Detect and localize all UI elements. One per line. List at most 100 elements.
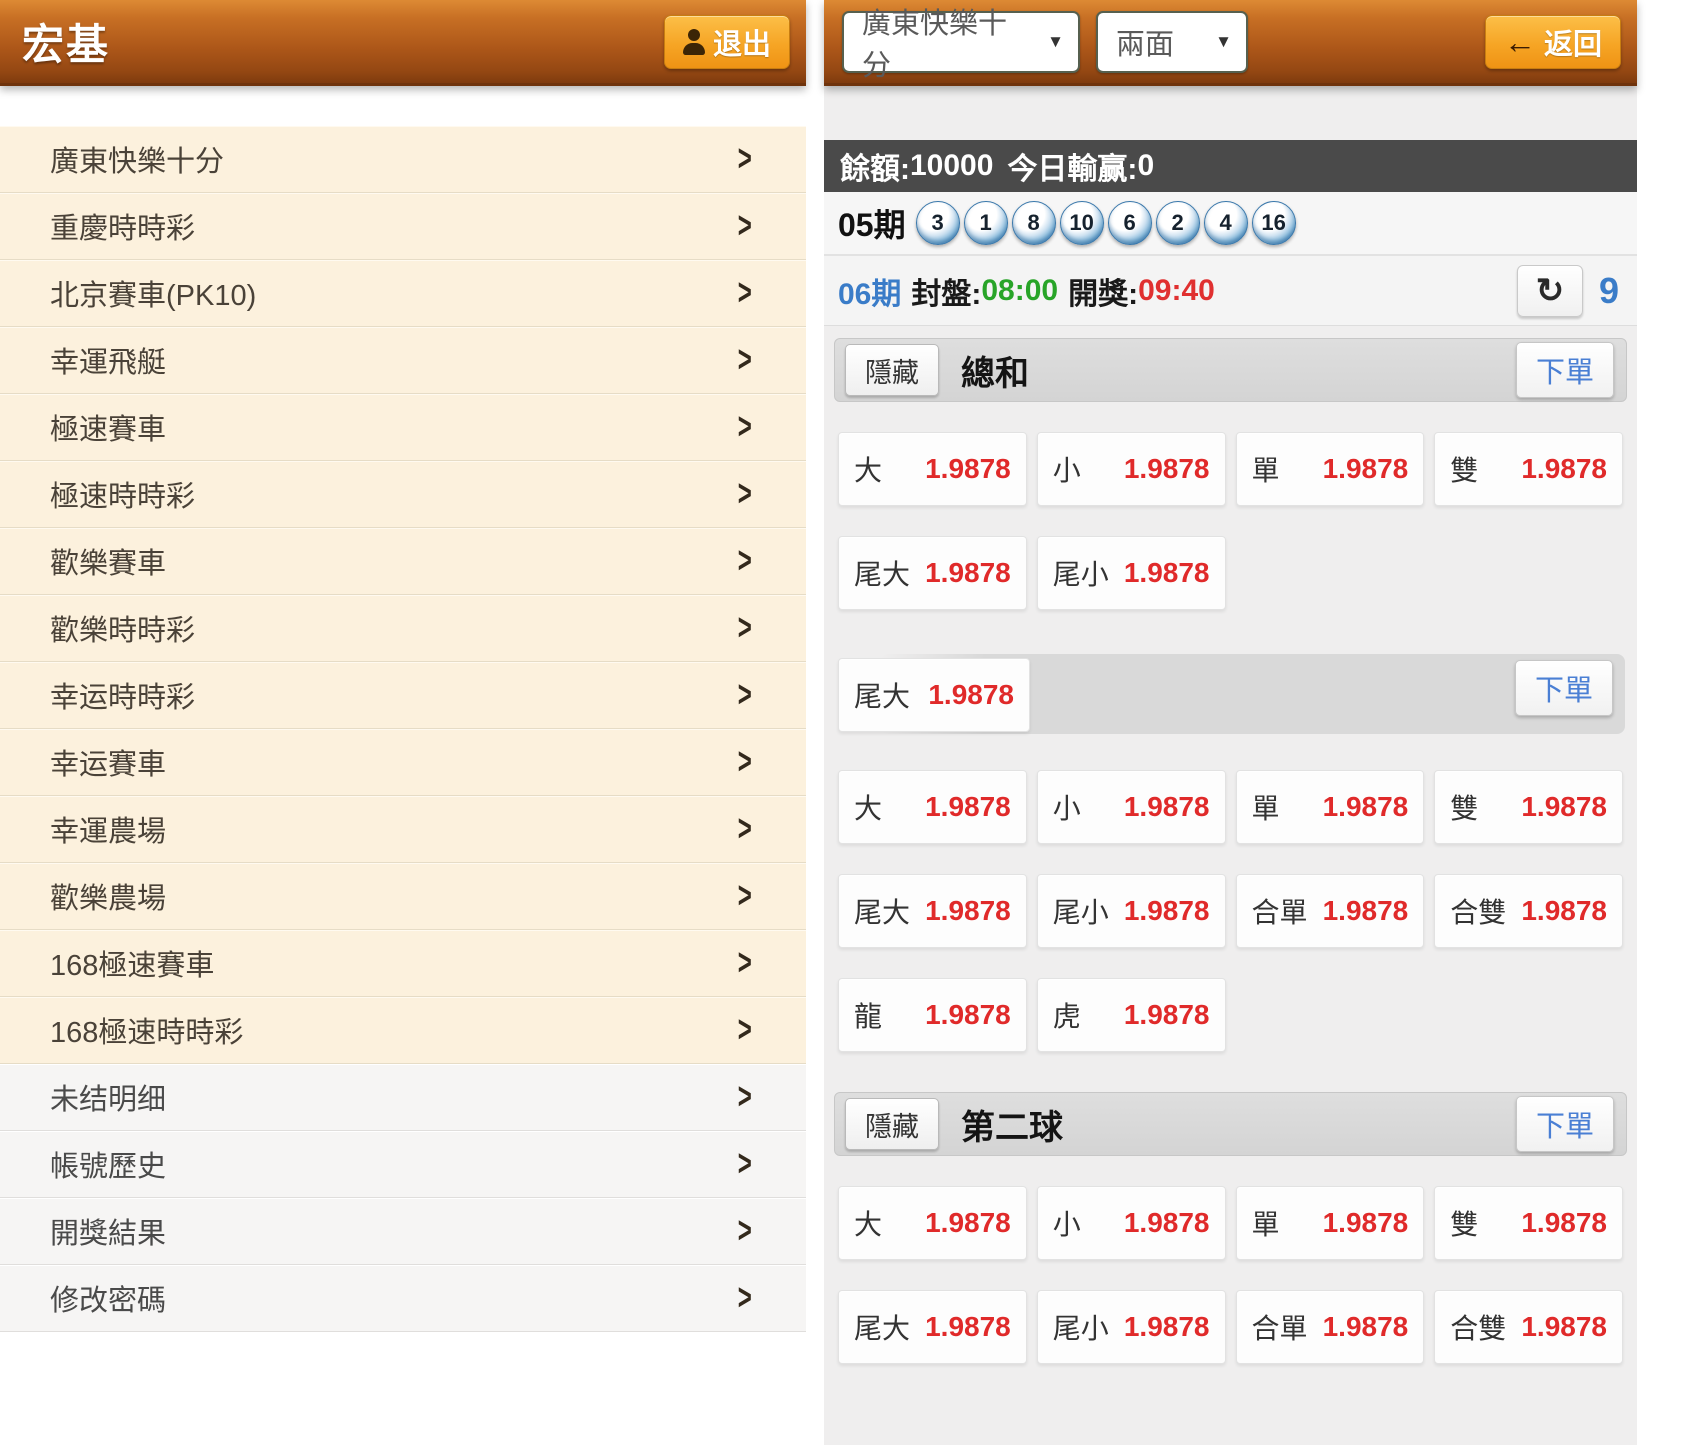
odds-cell[interactable]: 尾大 1.9878 bbox=[838, 1290, 1027, 1364]
open-label: 開獎: bbox=[1068, 277, 1139, 311]
sidebar-item-game[interactable]: 歡樂賽車 > bbox=[0, 528, 806, 595]
odds-cell[interactable]: 雙 1.9878 bbox=[1434, 432, 1623, 506]
sidebar-item-game[interactable]: 幸运時時彩 > bbox=[0, 662, 806, 729]
game-select[interactable]: 廣東快樂十分 ▼ bbox=[842, 8, 1080, 82]
balance-bar: 餘額: 10000 今日輸赢: 0 bbox=[824, 140, 1637, 192]
odds-label: 小 bbox=[1052, 455, 1081, 486]
odds-label: 尾大 bbox=[854, 681, 911, 712]
sidebar-item-game[interactable]: 廣東快樂十分 > bbox=[0, 126, 806, 193]
odds-cell[interactable]: 單 1.9878 bbox=[1235, 432, 1425, 506]
lottery-ball: 16 bbox=[1251, 201, 1296, 245]
lottery-ball: 6 bbox=[1107, 201, 1152, 245]
odds-cell[interactable]: 大 1.9878 bbox=[838, 770, 1027, 844]
odds-cell[interactable]: 小 1.9878 bbox=[1036, 770, 1226, 844]
sidebar-item-label: 帳號歷史 bbox=[50, 1151, 167, 1183]
sidebar-item-game[interactable]: 168極速時時彩 > bbox=[0, 997, 806, 1064]
odds-cell[interactable]: 大 1.9878 bbox=[838, 1186, 1027, 1260]
odds-label: 合單 bbox=[1251, 1313, 1308, 1344]
mode-select[interactable]: 兩面 ▼ bbox=[1096, 10, 1248, 73]
odds-value: 1.9878 bbox=[1322, 791, 1409, 822]
odds-cell[interactable]: 合雙 1.9878 bbox=[1434, 1290, 1623, 1364]
logout-button[interactable]: 退出 bbox=[663, 15, 790, 69]
odds-cell[interactable]: 小 1.9878 bbox=[1036, 432, 1226, 506]
odds-row: 龍 1.9878 虎 1.9878 bbox=[834, 978, 1627, 1052]
odds-cell[interactable]: 合雙 1.9878 bbox=[1434, 874, 1623, 948]
sidebar-item-game[interactable]: 極速時時彩 > bbox=[0, 461, 806, 528]
odds-cell[interactable]: 尾大 1.9878 bbox=[838, 874, 1027, 948]
bet-button[interactable]: 下單 bbox=[1516, 342, 1614, 398]
odds-value: 1.9878 bbox=[928, 679, 1014, 710]
odds-value: 1.9878 bbox=[1322, 1311, 1409, 1342]
lottery-ball: 4 bbox=[1203, 201, 1248, 245]
betting-panel: 廣東快樂十分 ▼ 兩面 ▼ ← 返回 餘額: 10000 今日輸赢: 0 05期 3… bbox=[824, 0, 1637, 1445]
odds-value: 1.9878 bbox=[925, 1207, 1011, 1238]
odds-cell[interactable]: 尾小 1.9878 bbox=[1036, 874, 1226, 948]
odds-cell[interactable]: 龍 1.9878 bbox=[838, 978, 1027, 1052]
odds-cell[interactable]: 大 1.9878 bbox=[838, 432, 1027, 506]
odds-label: 合單 bbox=[1251, 897, 1308, 928]
chevron-right-icon: > bbox=[738, 137, 753, 179]
sidebar-panel: 宏基 退出 廣東快樂十分 > 重慶時時彩 > 北京賽車(PK10) > 幸運飛艇 > 極速賽車 >… bbox=[0, 0, 806, 1445]
odds-row: 尾大 1.9878 尾小 1.9878 bbox=[834, 536, 1627, 610]
sidebar-item-game[interactable]: 幸運農場 > bbox=[0, 796, 806, 863]
odds-cell[interactable]: 虎 1.9878 bbox=[1036, 978, 1226, 1052]
odds-label: 龍 bbox=[854, 1001, 883, 1032]
odds-label: 單 bbox=[1251, 1209, 1280, 1240]
odds-cell[interactable]: 尾小 1.9878 bbox=[1036, 536, 1226, 610]
sidebar-item-account[interactable]: 未结明细 > bbox=[0, 1064, 806, 1131]
refresh-button[interactable]: ↻ bbox=[1516, 264, 1583, 317]
refresh-icon: ↻ bbox=[1535, 271, 1565, 310]
odds-label: 尾小 bbox=[1052, 897, 1109, 928]
chevron-right-icon: > bbox=[738, 941, 753, 983]
odds-label: 雙 bbox=[1450, 793, 1479, 824]
sidebar-item-game[interactable]: 重慶時時彩 > bbox=[0, 193, 806, 260]
sidebar-item-game[interactable]: 極速賽車 > bbox=[0, 394, 806, 461]
odds-row: 大 1.9878 小 1.9878 單 1.9878 雙 1.9878 bbox=[834, 1186, 1627, 1260]
odds-label: 尾小 bbox=[1052, 1313, 1109, 1344]
odds-cell[interactable]: 雙 1.9878 bbox=[1434, 1186, 1623, 1260]
sidebar-item-game[interactable]: 幸运賽車 > bbox=[0, 729, 806, 796]
section-header: 隱藏 總和 下單 bbox=[834, 338, 1627, 402]
odds-cell[interactable]: 尾大 1.9878 bbox=[838, 536, 1027, 610]
lottery-ball: 3 bbox=[915, 201, 960, 245]
chevron-right-icon: > bbox=[738, 338, 753, 380]
odds-cell[interactable]: 單 1.9878 bbox=[1235, 770, 1425, 844]
odds-label: 雙 bbox=[1450, 1209, 1479, 1240]
odds-cell[interactable]: 尾大 1.9878 bbox=[838, 658, 1030, 732]
sidebar-item-label: 歡樂農場 bbox=[50, 883, 167, 915]
draw-period: 05期 bbox=[838, 207, 906, 243]
hide-button[interactable]: 隱藏 bbox=[845, 344, 939, 396]
sidebar-item-account[interactable]: 開獎結果 > bbox=[0, 1198, 806, 1265]
odds-value: 1.9878 bbox=[1123, 453, 1210, 484]
chevron-right-icon: > bbox=[738, 1276, 753, 1318]
sidebar-item-game[interactable]: 歡樂農場 > bbox=[0, 863, 806, 930]
odds-label: 尾大 bbox=[854, 1313, 911, 1344]
sidebar-item-account[interactable]: 修改密碼 > bbox=[0, 1265, 806, 1332]
odds-cell[interactable]: 尾小 1.9878 bbox=[1036, 1290, 1226, 1364]
odds-label: 大 bbox=[854, 455, 883, 486]
chevron-right-icon: > bbox=[738, 874, 753, 916]
account-list: 未结明细 > 帳號歷史 > 開獎結果 > 修改密碼 > bbox=[0, 1064, 806, 1332]
odds-board: 隱藏 總和 下單大 1.9878 小 1.9878 單 1.9878 雙 1.9878 尾大 1.98… bbox=[824, 338, 1637, 1380]
bet-button[interactable]: 下單 bbox=[1516, 1096, 1614, 1152]
sidebar-item-account[interactable]: 帳號歷史 > bbox=[0, 1131, 806, 1198]
odds-label: 虎 bbox=[1052, 1001, 1081, 1032]
odds-cell[interactable]: 雙 1.9878 bbox=[1434, 770, 1623, 844]
chevron-right-icon: > bbox=[738, 271, 753, 313]
last-draw-row: 05期 3 1 8 10 6 2 4 16 bbox=[824, 192, 1637, 256]
odds-row: 大 1.9878 小 1.9878 單 1.9878 雙 1.9878 bbox=[834, 432, 1627, 506]
sidebar-item-game[interactable]: 北京賽車(PK10) > bbox=[0, 260, 806, 327]
sidebar-item-game[interactable]: 歡樂時時彩 > bbox=[0, 595, 806, 662]
odds-cell[interactable]: 單 1.9878 bbox=[1235, 1186, 1425, 1260]
odds-cell[interactable]: 合單 1.9878 bbox=[1235, 874, 1425, 948]
hide-button[interactable]: 隱藏 bbox=[845, 1098, 939, 1150]
sidebar-item-game[interactable]: 168極速賽車 > bbox=[0, 930, 806, 997]
logout-label: 退出 bbox=[712, 29, 771, 61]
odds-cell[interactable]: 小 1.9878 bbox=[1036, 1186, 1226, 1260]
washed-section-header: 尾大 1.9878 下單 bbox=[834, 646, 1627, 740]
odds-cell[interactable]: 合單 1.9878 bbox=[1235, 1290, 1425, 1364]
sidebar-item-game[interactable]: 幸運飛艇 > bbox=[0, 327, 806, 394]
bet-button[interactable]: 下單 bbox=[1515, 660, 1613, 716]
back-button[interactable]: ← 返回 bbox=[1484, 15, 1621, 69]
chevron-right-icon: > bbox=[738, 673, 753, 715]
